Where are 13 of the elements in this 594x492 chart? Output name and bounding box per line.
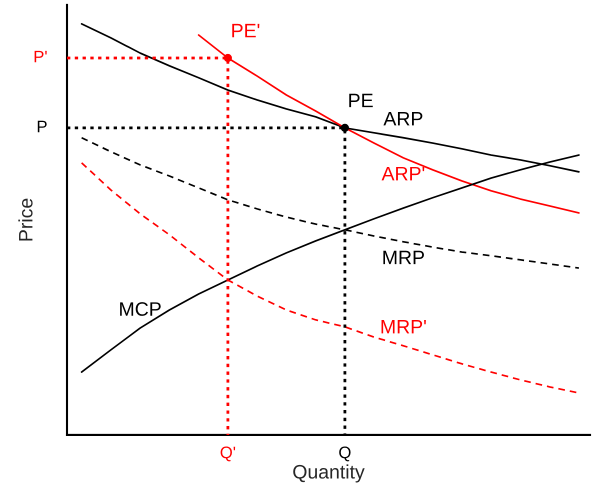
text: P' <box>34 50 47 62</box>
series-label: MCP <box>120 302 161 316</box>
text: P <box>38 120 47 132</box>
series-label: ARP <box>383 112 422 126</box>
series-label: PE <box>349 94 373 108</box>
x-tick-label: Q' <box>220 446 236 462</box>
x-tick-label: Q <box>339 446 351 462</box>
y-axis-title: Price <box>18 198 33 241</box>
series-label: MRP <box>383 250 424 264</box>
series-label: ARP' <box>382 166 424 180</box>
series-label: MRP' <box>382 320 426 334</box>
x-axis-title: Quantity <box>293 464 365 483</box>
series-label: PE' <box>232 24 260 38</box>
